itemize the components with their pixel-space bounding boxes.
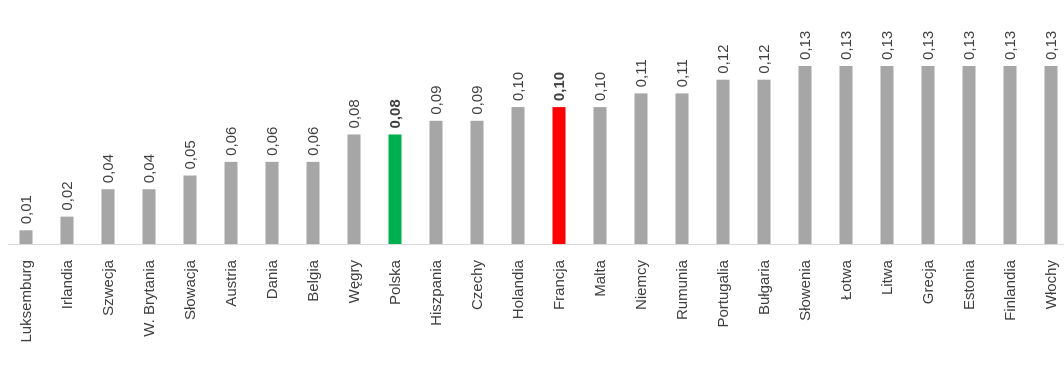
category-label-belgia: Belgia: [305, 259, 322, 301]
bar-czechy: [470, 120, 484, 244]
bar-grecja: [921, 66, 935, 244]
value-label-szwecja: 0,04: [100, 154, 117, 183]
bars-group: [19, 66, 1058, 244]
value-label-finlandia: 0,13: [1002, 31, 1019, 60]
bar-dania: [265, 161, 279, 244]
bar-francja: [552, 107, 566, 244]
bar-szwecja: [101, 189, 115, 244]
category-label-niemcy: Niemcy: [633, 260, 650, 311]
value-label-hiszpania: 0,09: [428, 86, 445, 115]
category-label-francja: Francja: [551, 259, 568, 310]
category-label-estonia: Estonia: [961, 259, 978, 310]
value-label-slowacja: 0,05: [182, 140, 199, 169]
value-label-portugalia: 0,12: [715, 44, 732, 73]
bar-wlochy: [1044, 66, 1058, 244]
bar-belgia: [306, 161, 320, 244]
bar-litwa: [880, 66, 894, 244]
category-labels-group: Luksemburg Irlandia Szwecja W. Brytania Słow…: [18, 259, 1060, 342]
bar-austria: [224, 161, 238, 244]
value-label-w-brytania: 0,04: [141, 154, 158, 183]
category-label-bulgaria: Bułgaria: [756, 259, 773, 315]
value-label-irlandia: 0,02: [59, 181, 76, 210]
value-label-francja: 0,10: [551, 72, 568, 101]
value-label-slowenia: 0,13: [797, 31, 814, 60]
value-label-belgia: 0,06: [305, 127, 322, 156]
bar-estonia: [962, 66, 976, 244]
value-label-estonia: 0,13: [961, 31, 978, 60]
value-label-bulgaria: 0,12: [756, 44, 773, 73]
value-labels-group: 0,01 0,02 0,04 0,04 0,05 0,06 0,06 0,06 0,08 0,08…: [18, 31, 1060, 225]
category-label-rumunia: Rumunia: [674, 259, 691, 320]
bar-bulgaria: [757, 79, 771, 244]
value-label-czechy: 0,09: [469, 86, 486, 115]
bar-malta: [593, 107, 607, 244]
bar-irlandia: [60, 216, 74, 244]
bar-hiszpania: [429, 120, 443, 244]
category-label-wegry: Węgry: [346, 260, 363, 304]
value-label-wlochy: 0,13: [1043, 31, 1060, 60]
category-label-irlandia: Irlandia: [59, 259, 76, 309]
category-label-polska: Polska: [387, 259, 404, 305]
value-label-litwa: 0,13: [879, 31, 896, 60]
category-label-litwa: Litwa: [879, 259, 896, 295]
bar-lotwa: [839, 66, 853, 244]
category-label-lotwa: Łotwa: [838, 259, 855, 300]
category-label-hiszpania: Hiszpania: [428, 259, 445, 326]
bar-slowacja: [183, 175, 197, 244]
category-label-dania: Dania: [264, 259, 281, 299]
category-label-finlandia: Finlandia: [1002, 259, 1019, 321]
bar-slowenia: [798, 66, 812, 244]
bar-holandia: [511, 107, 525, 244]
value-label-lotwa: 0,13: [838, 31, 855, 60]
value-label-holandia: 0,10: [510, 72, 527, 101]
category-label-portugalia: Portugalia: [715, 259, 732, 327]
bar-niemcy: [634, 93, 648, 244]
value-label-austria: 0,06: [223, 127, 240, 156]
category-label-austria: Austria: [223, 259, 240, 306]
category-label-szwecja: Szwecja: [100, 259, 117, 316]
bar-wegry: [347, 134, 361, 244]
bar-finlandia: [1003, 66, 1017, 244]
category-label-wlochy: Włochy: [1043, 260, 1060, 310]
value-label-dania: 0,06: [264, 127, 281, 156]
category-label-w-brytania: W. Brytania: [141, 259, 158, 336]
bar-portugalia: [716, 79, 730, 244]
category-label-slowenia: Słowenia: [797, 259, 814, 321]
bar-polska: [388, 134, 402, 244]
value-label-malta: 0,10: [592, 72, 609, 101]
category-label-czechy: Czechy: [469, 260, 486, 311]
value-label-grecja: 0,13: [920, 31, 937, 60]
value-label-luksemburg: 0,01: [18, 195, 35, 224]
category-label-slowacja: Słowacja: [182, 259, 199, 320]
category-label-holandia: Holandia: [510, 259, 527, 319]
bar-w-brytania: [142, 189, 156, 244]
bar-rumunia: [675, 93, 689, 244]
bar-luksemburg: [19, 230, 33, 244]
category-label-grecja: Grecja: [920, 259, 937, 304]
value-label-niemcy: 0,11: [633, 59, 650, 87]
value-label-wegry: 0,08: [346, 99, 363, 128]
value-label-rumunia: 0,11: [674, 59, 691, 87]
category-label-malta: Malta: [592, 259, 609, 296]
category-label-luksemburg: Luksemburg: [18, 260, 35, 343]
value-label-polska: 0,08: [387, 99, 404, 128]
